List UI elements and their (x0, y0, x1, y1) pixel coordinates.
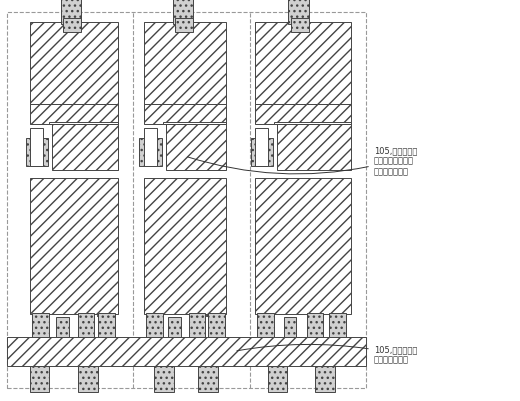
Bar (30, 129, 43, 167)
Bar (30, 178, 118, 314)
Bar (206, 315, 218, 316)
Bar (154, 367, 174, 393)
Bar (25, 139, 48, 167)
Bar (30, 367, 49, 393)
Bar (52, 125, 118, 171)
Bar (7, 13, 366, 388)
Bar (283, 317, 296, 337)
Bar (198, 367, 217, 393)
Bar (97, 315, 110, 316)
Bar (330, 313, 346, 337)
Bar (268, 367, 288, 393)
Bar (30, 105, 118, 125)
Bar (35, 315, 48, 316)
Bar (144, 178, 226, 314)
Bar (307, 313, 323, 337)
Bar (330, 315, 343, 316)
Bar (78, 313, 94, 337)
Bar (288, 0, 309, 25)
Text: 105,第１金属層
（ゲート電極及び
保持容量電極）: 105,第１金属層 （ゲート電極及び 保持容量電極） (188, 146, 417, 176)
Bar (149, 315, 162, 316)
Text: 105,第１金属層
（ゲート電極）: 105,第１金属層 （ゲート電極） (237, 344, 417, 363)
Bar (255, 178, 350, 314)
Bar (208, 313, 225, 337)
Bar (255, 105, 350, 125)
Bar (98, 313, 115, 337)
Bar (277, 125, 350, 171)
Bar (173, 0, 193, 25)
Bar (255, 129, 268, 167)
Bar (144, 129, 157, 167)
Bar (251, 139, 274, 167)
Bar (175, 19, 193, 33)
Bar (260, 315, 273, 316)
Bar (291, 19, 309, 33)
Bar (168, 317, 181, 337)
Bar (144, 23, 226, 105)
Bar (146, 313, 163, 337)
Bar (315, 367, 335, 393)
Bar (78, 367, 98, 393)
Bar (30, 23, 118, 105)
Bar (255, 23, 350, 105)
Bar (163, 123, 226, 125)
Bar (144, 105, 226, 125)
Bar (49, 123, 118, 125)
Bar (166, 125, 226, 171)
Bar (56, 317, 69, 337)
Bar (257, 313, 274, 337)
Bar (189, 313, 205, 337)
Bar (63, 19, 81, 33)
Bar (32, 313, 49, 337)
Bar (7, 337, 366, 366)
Bar (61, 0, 81, 25)
Bar (275, 123, 350, 125)
Bar (139, 139, 162, 167)
